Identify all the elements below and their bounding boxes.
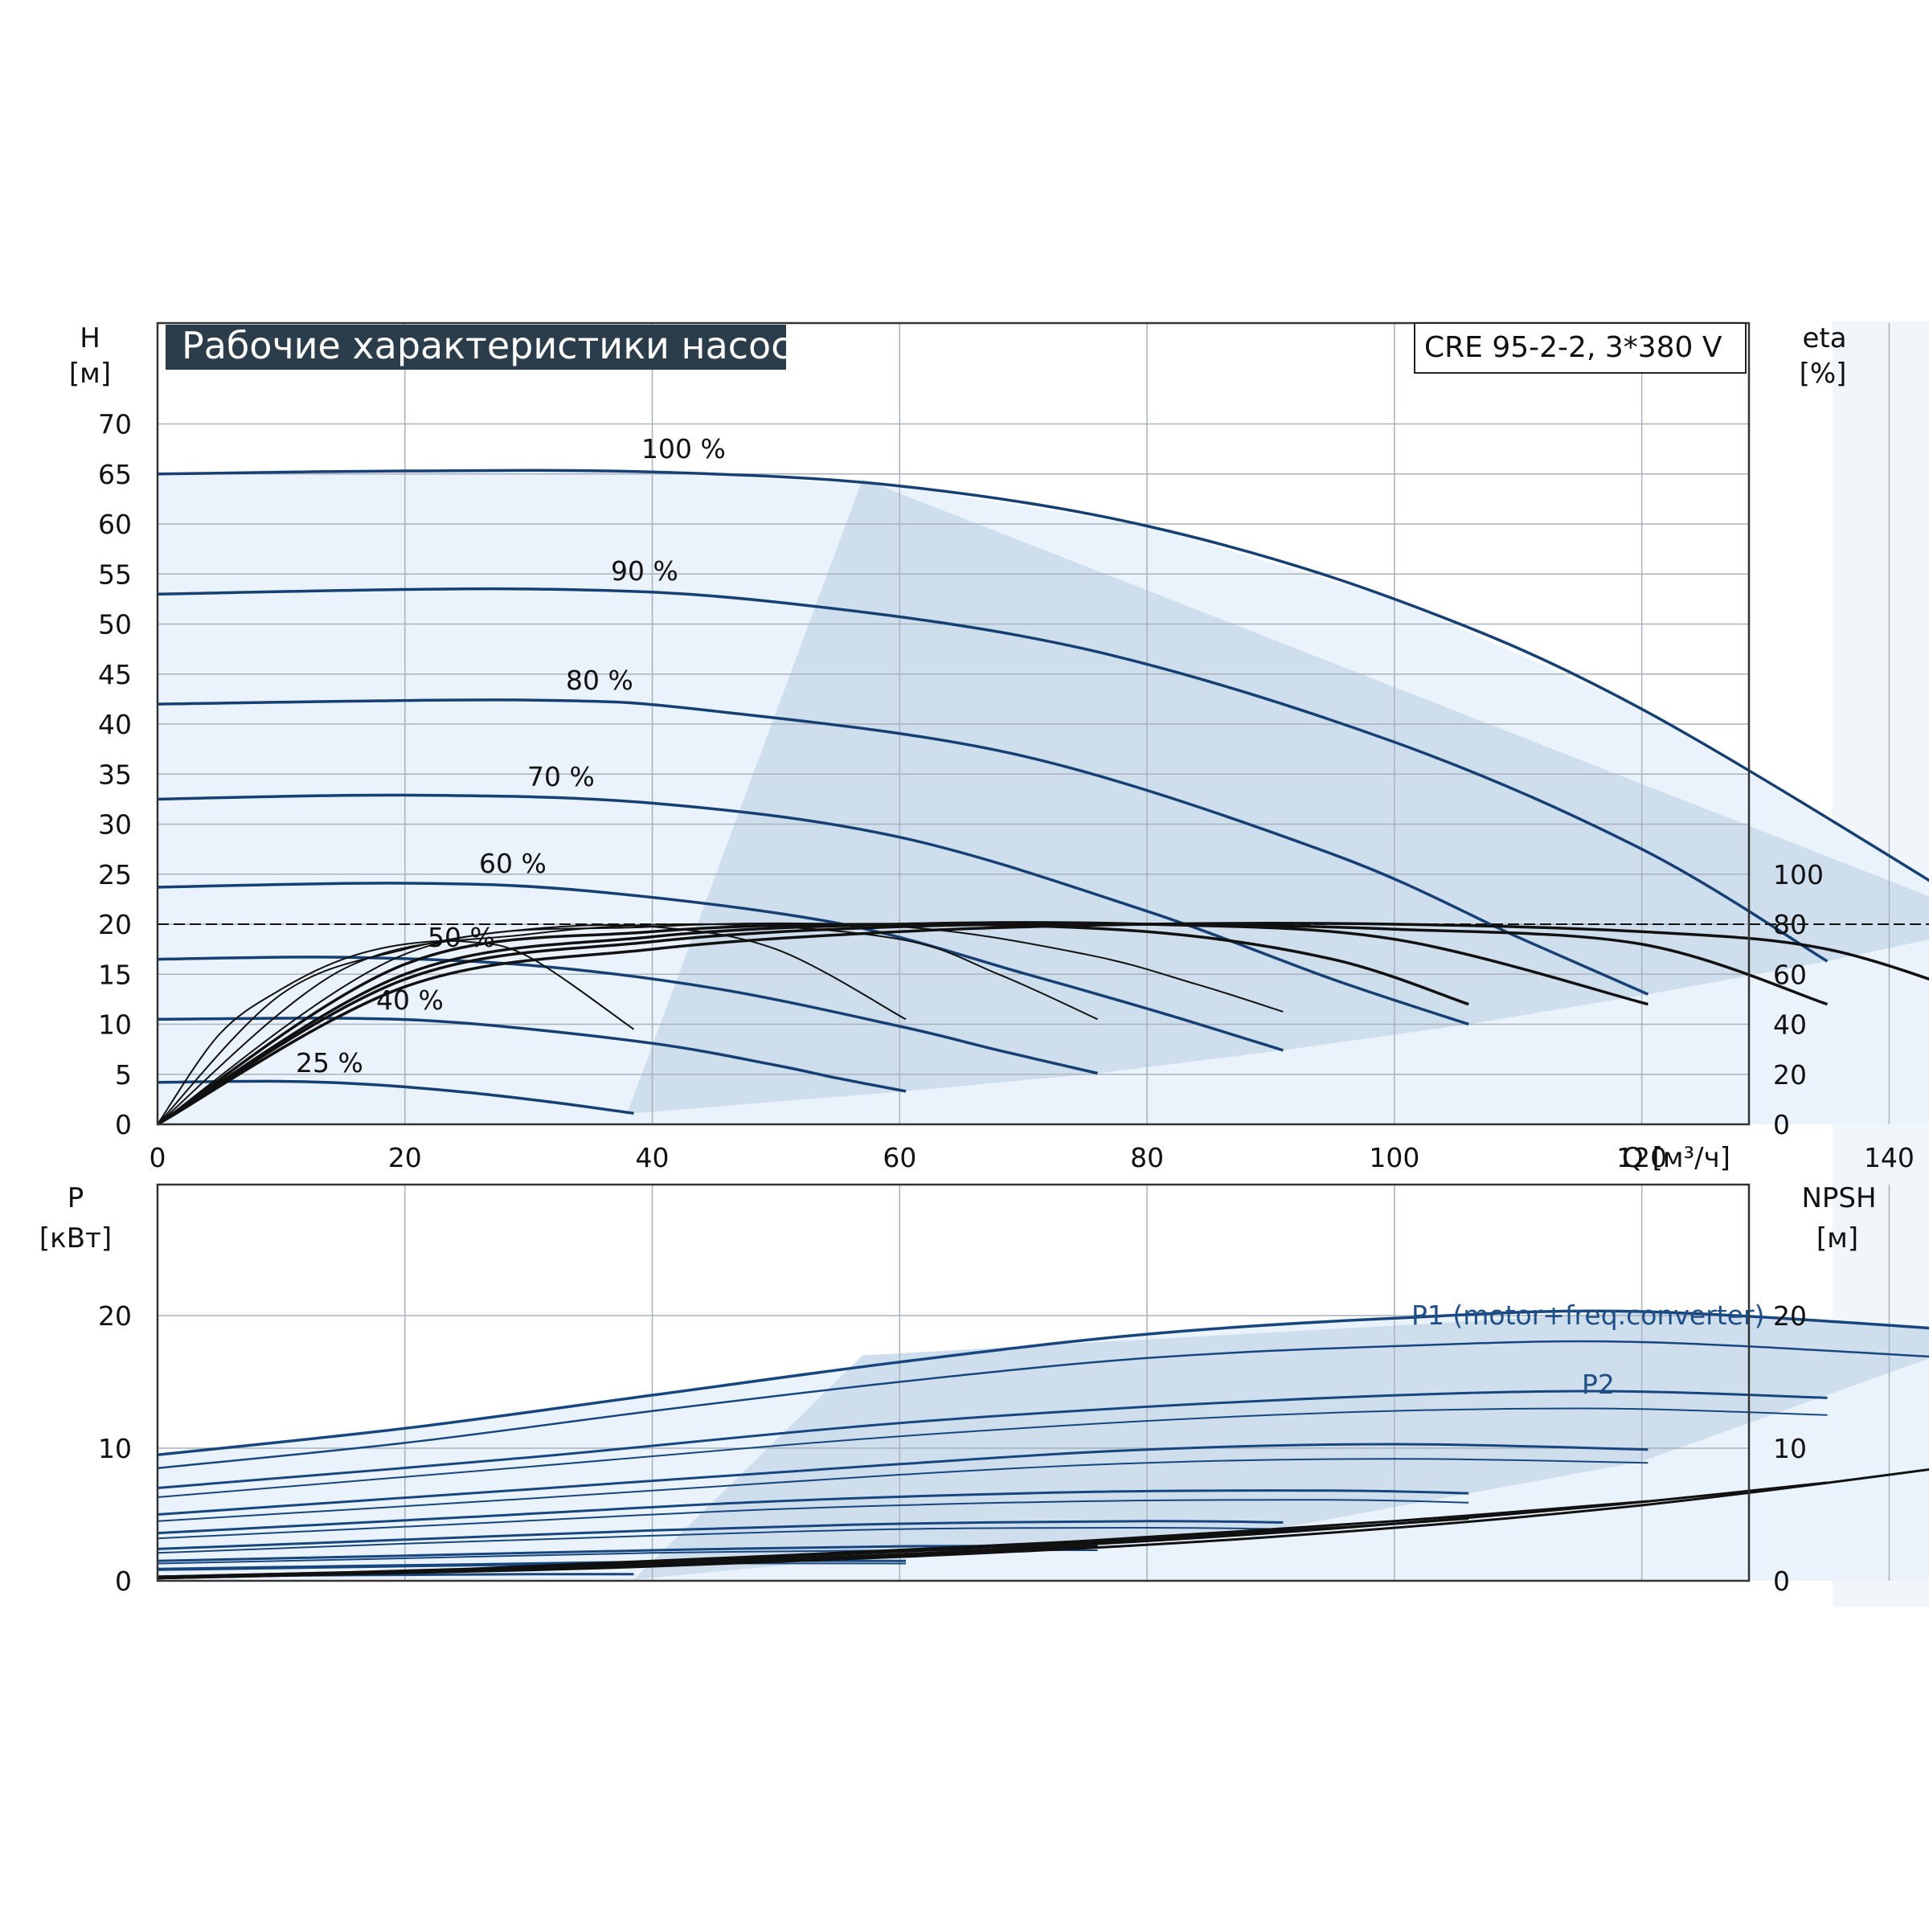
head-curve xyxy=(157,1079,634,1115)
speed-label-90: 90 % xyxy=(611,555,678,587)
flow-tick-label: 80 xyxy=(1130,1142,1164,1173)
head-tick-label: 60 xyxy=(98,509,132,540)
p1-curve xyxy=(157,1309,1929,1457)
head-tick-label: 10 xyxy=(98,1009,132,1041)
p2-curve xyxy=(157,1340,1929,1470)
npsh-curve xyxy=(157,1553,907,1580)
chart-title-box: Рабочие характеристики насоса xyxy=(166,324,814,370)
efficiency-axis-unit: [%] xyxy=(1800,358,1847,390)
chart-title: Рабочие характеристики насоса xyxy=(182,324,814,367)
power-tick-label: 10 xyxy=(98,1433,132,1464)
head-tick-label: 65 xyxy=(98,459,132,490)
npsh-tick-label: 10 xyxy=(1773,1433,1807,1464)
head-plot-frame xyxy=(156,321,1751,1126)
model-box: CRE 95-2-2, 3*380 V xyxy=(1414,322,1747,374)
head-tick-label: 0 xyxy=(115,1109,132,1140)
speed-label-70: 70 % xyxy=(527,761,595,792)
head-curve xyxy=(157,469,1929,882)
head-tick-label: 45 xyxy=(98,659,132,690)
efficiency-tick-label: 20 xyxy=(1773,1059,1807,1091)
plot-frames xyxy=(156,321,1751,1582)
tick-labels: 0510152025303540455055606570020406080100… xyxy=(98,409,1915,1598)
power-speed-curve xyxy=(157,1407,1828,1498)
npsh-tick-label: 0 xyxy=(1773,1566,1790,1597)
flow-tick-label: 60 xyxy=(883,1142,916,1173)
efficiency-axis-label: eta xyxy=(1802,322,1846,354)
chart-title-background xyxy=(166,325,786,370)
head-tick-label: 70 xyxy=(98,409,132,440)
head-curve xyxy=(157,882,1284,1052)
speed-label-80: 80 % xyxy=(566,665,633,696)
head-tick-label: 40 xyxy=(98,709,132,740)
flow-tick-label: 140 xyxy=(1864,1142,1915,1173)
head-axis-label: H xyxy=(80,322,100,354)
head-tick-label: 15 xyxy=(98,959,132,990)
flow-tick-label: 120 xyxy=(1616,1142,1667,1173)
npsh-tick-label: 20 xyxy=(1773,1300,1807,1332)
power-axis-unit: [кВт] xyxy=(39,1222,112,1255)
head-curve xyxy=(157,956,1098,1075)
head-curve xyxy=(157,698,1649,996)
speed-label-100: 100 % xyxy=(641,433,726,465)
efficiency-curve xyxy=(157,922,1284,1125)
head-tick-label: 25 xyxy=(98,859,132,890)
power-axis-label: P xyxy=(68,1182,84,1214)
power-speed-curve xyxy=(157,1390,1828,1489)
head-tick-label: 55 xyxy=(98,559,132,590)
efficiency-tick-label: 100 xyxy=(1773,859,1824,890)
power-speed-curve xyxy=(157,1458,1648,1522)
speed-label-40: 40 % xyxy=(376,984,444,1016)
flow-tick-label: 0 xyxy=(149,1142,166,1173)
power-speed-curve xyxy=(157,1489,1469,1535)
head-tick-label: 50 xyxy=(98,609,132,641)
head-tick-label: 5 xyxy=(115,1059,132,1091)
speed-label-50: 50 % xyxy=(428,922,495,953)
efficiency-tick-label: 40 xyxy=(1773,1009,1807,1041)
head-curve xyxy=(157,793,1469,1026)
flow-tick-label: 40 xyxy=(636,1142,670,1173)
power-plot-frame xyxy=(156,1183,1751,1582)
efficiency-curve xyxy=(157,923,1099,1125)
power-speed-curve xyxy=(157,1520,1284,1550)
model-label: CRE 95-2-2, 3*380 V xyxy=(1424,331,1722,364)
power-tick-label: 0 xyxy=(115,1566,132,1597)
head-tick-label: 35 xyxy=(98,759,132,790)
head-tick-label: 20 xyxy=(98,909,132,940)
power-speed-curve xyxy=(157,1443,1648,1516)
power-curve-labels: P1 (motor+freq.converter) P2 xyxy=(1411,1300,1764,1400)
model-box-frame xyxy=(1414,322,1747,374)
power-speed-curve xyxy=(157,1527,1284,1554)
efficiency-curve xyxy=(157,924,907,1125)
power-speed-curve xyxy=(157,1562,907,1571)
efficiency-tick-label: 60 xyxy=(1773,959,1807,990)
curves xyxy=(157,469,1929,1580)
speed-label-60: 60 % xyxy=(479,848,547,879)
head-axis-unit: [м] xyxy=(69,358,111,390)
head-tick-label: 30 xyxy=(98,809,132,841)
p2-label: P2 xyxy=(1582,1369,1615,1400)
efficiency-tick-label: 0 xyxy=(1773,1109,1790,1140)
flow-axis-label: Q [м³/ч] xyxy=(1622,1142,1730,1174)
power-speed-curve xyxy=(157,1499,1469,1540)
head-curve-labels: 100 % 90 % 80 % 70 % 60 % 50 % 40 % 25 % xyxy=(296,433,726,1079)
flow-tick-label: 100 xyxy=(1369,1142,1419,1173)
head-curve xyxy=(157,587,1829,963)
flow-tick-label: 20 xyxy=(388,1142,422,1173)
npsh-axis-label: NPSH xyxy=(1801,1182,1876,1214)
power-tick-label: 20 xyxy=(98,1300,132,1332)
efficiency-tick-label: 80 xyxy=(1773,909,1807,940)
efficiency-curve xyxy=(157,939,635,1125)
p1-label: P1 (motor+freq.converter) xyxy=(1411,1300,1764,1331)
speed-label-25: 25 % xyxy=(296,1047,363,1079)
npsh-axis-unit: [м] xyxy=(1816,1222,1858,1255)
